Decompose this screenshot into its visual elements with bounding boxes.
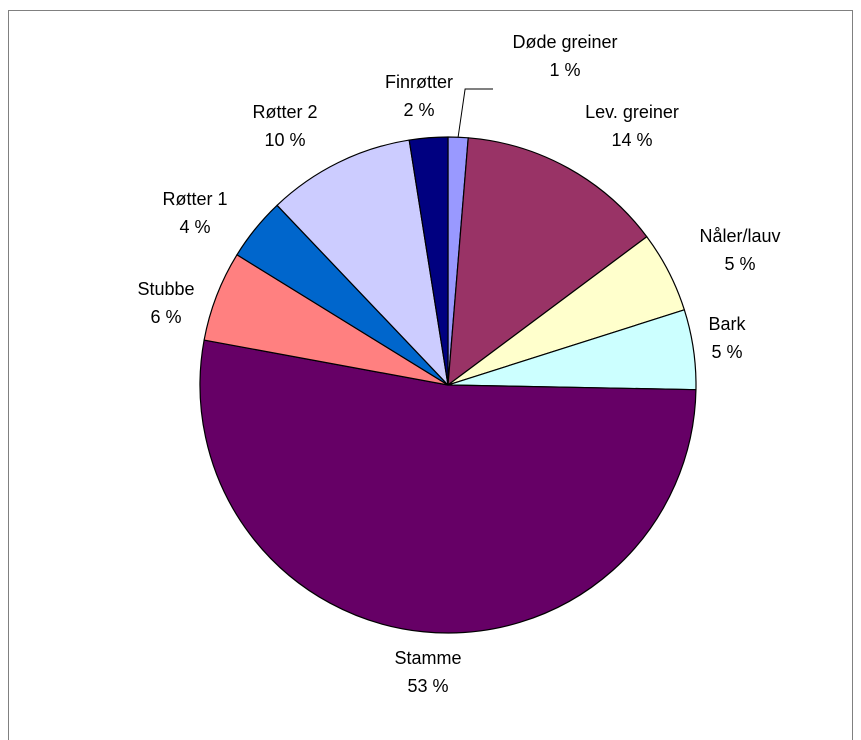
pie-slice-stamme — [199, 339, 697, 634]
slice-label: Nåler/lauv — [699, 226, 780, 246]
slice-percent-label: 14 % — [611, 130, 652, 150]
slice-label: Stubbe — [137, 279, 194, 299]
slice-label: Finrøtter — [385, 72, 453, 92]
slice-label: Stamme — [394, 648, 461, 668]
slice-percent-label: 5 % — [711, 342, 742, 362]
slice-label: Røtter 1 — [162, 189, 227, 209]
slice-percent-label: 53 % — [407, 676, 448, 696]
slice-label: Bark — [708, 314, 746, 334]
slice-percent-label: 10 % — [264, 130, 305, 150]
pie-slice-lev-greiner — [447, 137, 648, 386]
slice-percent-label: 6 % — [150, 307, 181, 327]
pie-slice-finrøtter — [408, 136, 449, 386]
slice-label: Røtter 2 — [252, 102, 317, 122]
pie-slice-røtter-2 — [276, 139, 449, 386]
slice-label: Lev. greiner — [585, 102, 679, 122]
slice-percent-label: 4 % — [179, 217, 210, 237]
slice-label: Døde greiner — [512, 32, 617, 52]
slice-percent-label: 1 % — [549, 60, 580, 80]
slice-percent-label: 2 % — [403, 100, 434, 120]
slice-percent-label: 5 % — [724, 254, 755, 274]
leader-line — [457, 88, 493, 138]
